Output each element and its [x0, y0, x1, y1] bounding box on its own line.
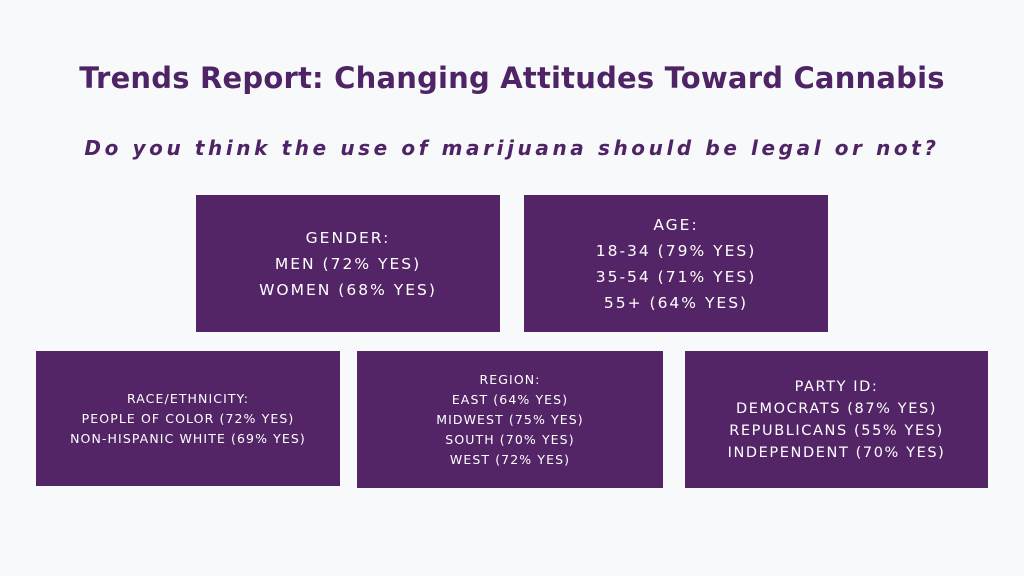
survey-question: Do you think the use of marijuana should…: [84, 136, 940, 160]
party-line-independent: INDEPENDENT (70% YES): [727, 444, 946, 461]
race-heading: RACE/ETHNICITY:: [126, 390, 250, 406]
region-box: REGION: EAST (64% YES) MIDWEST (75% YES)…: [357, 351, 663, 488]
region-line-east: EAST (64% YES): [451, 391, 569, 407]
party-id-box: PARTY ID: DEMOCRATS (87% YES) REPUBLICAN…: [685, 351, 988, 488]
gender-line-women: WOMEN (68% YES): [259, 280, 437, 299]
region-line-midwest: MIDWEST (75% YES): [436, 411, 584, 427]
age-line-18-34: 18-34 (79% YES): [595, 241, 757, 260]
region-heading: REGION:: [479, 371, 541, 387]
region-line-west: WEST (72% YES): [449, 451, 571, 467]
region-line-south: SOUTH (70% YES): [445, 431, 575, 447]
race-ethnicity-box: RACE/ETHNICITY: PEOPLE OF COLOR (72% YES…: [36, 351, 340, 486]
age-heading: AGE:: [653, 215, 699, 234]
race-line-non-hispanic-white: NON-HISPANIC WHITE (69% YES): [70, 430, 306, 446]
gender-line-men: MEN (72% YES): [274, 254, 422, 273]
party-heading: PARTY ID:: [794, 378, 879, 395]
page-title: Trends Report: Changing Attitudes Toward…: [79, 61, 945, 95]
party-line-democrats: DEMOCRATS (87% YES): [735, 400, 938, 417]
gender-box: GENDER: MEN (72% YES) WOMEN (68% YES): [196, 195, 500, 332]
party-line-republicans: REPUBLICANS (55% YES): [729, 422, 944, 439]
age-line-55-plus: 55+ (64% YES): [603, 293, 749, 312]
gender-heading: GENDER:: [305, 228, 391, 247]
race-line-people-of-color: PEOPLE OF COLOR (72% YES): [81, 410, 295, 426]
age-box: AGE: 18-34 (79% YES) 35-54 (71% YES) 55+…: [524, 195, 828, 332]
age-line-35-54: 35-54 (71% YES): [595, 267, 757, 286]
